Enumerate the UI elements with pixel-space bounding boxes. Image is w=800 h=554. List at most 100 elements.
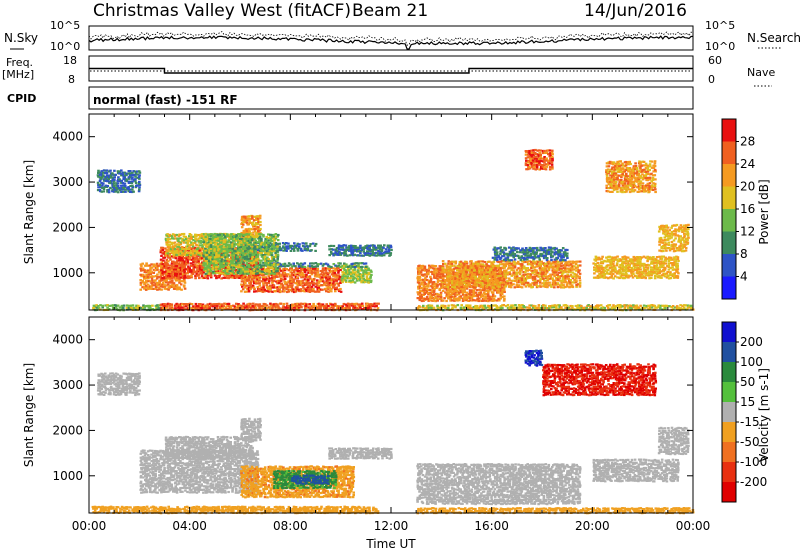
data-cell <box>184 237 188 240</box>
data-cell <box>249 286 253 289</box>
data-cell <box>247 223 250 226</box>
data-cell <box>120 304 124 307</box>
data-cell <box>201 265 204 268</box>
data-cell <box>434 285 438 288</box>
data-cell <box>368 303 371 306</box>
data-cell <box>652 304 655 307</box>
data-cell <box>386 250 389 253</box>
data-cell <box>172 283 175 286</box>
data-cell <box>337 282 340 285</box>
data-cell <box>455 293 459 296</box>
data-cell <box>158 288 162 291</box>
data-cell <box>553 275 556 278</box>
data-cell <box>348 303 352 306</box>
frequency-series <box>89 67 693 74</box>
data-cell <box>164 252 168 255</box>
data-cell <box>284 306 287 309</box>
data-cell <box>576 308 580 311</box>
data-cell <box>161 277 164 280</box>
data-cell <box>481 287 485 290</box>
data-cell <box>336 253 339 256</box>
data-cell <box>188 268 192 272</box>
data-cell <box>272 305 276 308</box>
data-cell <box>339 252 342 255</box>
data-cell <box>186 260 190 264</box>
data-cell <box>172 308 175 311</box>
data-cell <box>458 297 461 300</box>
data-cell <box>587 304 590 307</box>
data-cell <box>232 304 235 307</box>
data-cell <box>596 305 600 309</box>
data-cell <box>129 304 133 307</box>
data-cell <box>501 289 504 292</box>
data-cell <box>152 275 155 278</box>
data-cell <box>441 299 445 302</box>
data-cell <box>454 277 457 280</box>
data-cell <box>623 304 626 307</box>
data-cell <box>515 275 519 278</box>
data-cell <box>463 272 467 275</box>
data-cell <box>366 244 369 247</box>
data-cell <box>366 305 370 308</box>
data-cell <box>439 293 443 297</box>
data-cell <box>177 266 181 269</box>
data-cell <box>661 304 664 307</box>
data-cell <box>553 286 556 289</box>
data-cell <box>351 303 355 306</box>
data-cell <box>242 229 246 232</box>
data-cell <box>166 243 170 246</box>
data-cell <box>240 219 244 222</box>
data-cell <box>326 281 329 284</box>
data-cell <box>253 230 257 233</box>
data-cell <box>273 277 276 280</box>
data-cell <box>270 273 274 277</box>
data-cell <box>567 306 571 309</box>
data-cell <box>435 271 438 274</box>
data-cell <box>218 240 222 243</box>
data-cell <box>617 306 621 309</box>
data-cell <box>451 306 454 309</box>
data-cell <box>470 266 474 269</box>
data-cell <box>258 214 262 217</box>
data-cell <box>493 295 497 298</box>
data-cell <box>459 279 463 282</box>
data-cell <box>362 277 366 280</box>
data-cell <box>160 269 163 272</box>
data-cell <box>314 262 318 265</box>
data-cell <box>483 269 487 272</box>
data-cell <box>170 251 174 255</box>
data-cell <box>486 286 489 289</box>
data-cell <box>324 262 328 265</box>
data-cell <box>309 288 312 291</box>
data-cell <box>377 244 380 247</box>
data-cell <box>441 273 445 276</box>
data-cell <box>143 305 147 308</box>
data-cell <box>165 306 169 309</box>
data-cell <box>215 277 218 280</box>
data-cell <box>478 271 481 274</box>
data-cell <box>271 303 275 306</box>
data-cell <box>317 307 321 310</box>
data-cell <box>497 289 500 292</box>
data-cell <box>452 281 455 284</box>
data-cell <box>353 302 357 306</box>
data-cell <box>635 304 639 307</box>
data-cell <box>261 290 265 293</box>
data-cell <box>301 281 305 285</box>
data-cell <box>456 275 459 278</box>
data-cell <box>194 274 197 277</box>
data-cell <box>433 287 436 290</box>
data-cell <box>353 277 356 280</box>
data-cell <box>279 247 283 250</box>
data-cell <box>361 246 364 249</box>
data-cell <box>466 273 470 276</box>
data-cell <box>446 280 450 283</box>
data-cell <box>351 252 355 255</box>
data-cell <box>362 248 366 251</box>
data-cell <box>314 242 318 246</box>
data-cell <box>518 251 522 254</box>
data-cell <box>210 303 213 306</box>
data-cell <box>466 295 470 298</box>
data-cell <box>369 269 373 272</box>
data-cell <box>509 286 513 289</box>
